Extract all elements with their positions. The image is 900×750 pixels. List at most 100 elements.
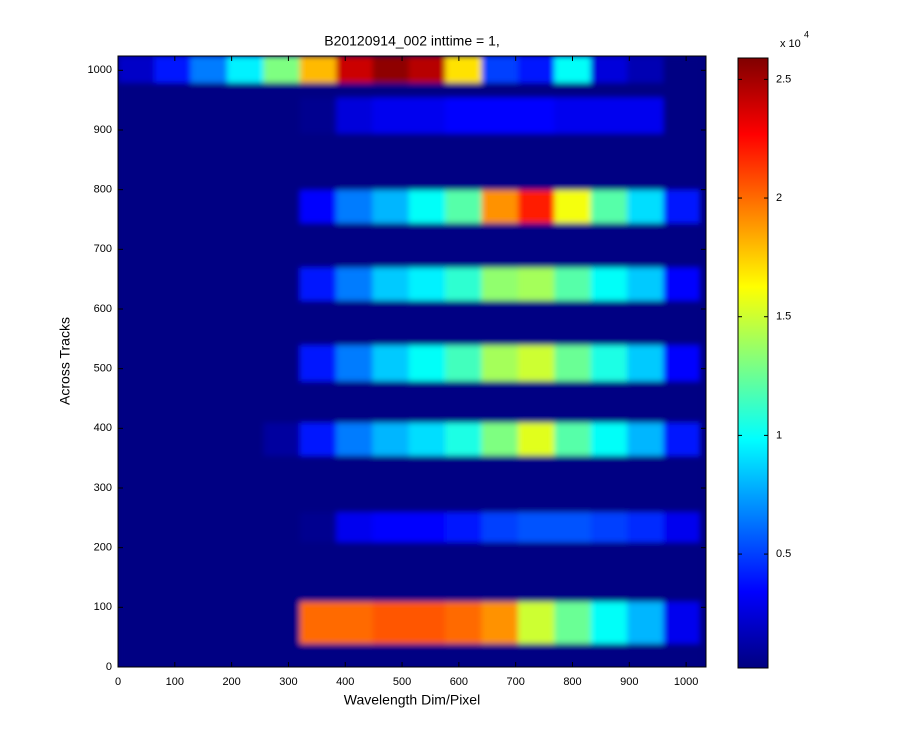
heatmap-cell [517,422,555,456]
y-axis-label: Across Tracks [57,317,73,405]
heatmap-cell [517,300,555,346]
heatmap-cell [263,189,301,223]
heatmap-cell [663,601,701,644]
heatmap-cell [517,541,555,602]
heatmap-cell [481,132,519,191]
heatmap-cell [663,643,701,667]
heatmap-cell [154,82,192,98]
heatmap-cell [627,267,664,301]
heatmap-cell [408,601,446,644]
heatmap-cell [481,380,519,423]
heatmap-cell [263,601,301,644]
heatmap-cell [663,97,701,134]
heatmap-cell [554,601,592,644]
heatmap-cell [554,455,592,513]
heatmap-cell [554,511,592,543]
heatmap-cell [227,222,264,268]
heatmap-cell [481,601,519,644]
heatmap-cell [408,82,446,98]
heatmap-cell [118,344,155,382]
heatmap-cell [263,300,301,346]
heatmap-cell [336,82,374,98]
heatmap-cell [299,601,337,644]
heatmap-cell [336,380,374,423]
y-tick-label: 500 [94,363,112,375]
heatmap-cell [190,511,228,543]
heatmap-cell [408,97,446,134]
heatmap-cell [154,189,192,223]
heatmap-cell [517,56,555,83]
heatmap-cell [372,511,410,543]
x-tick-label: 100 [166,676,184,688]
heatmap-cell [590,222,628,268]
heatmap-cell [408,300,446,346]
heatmap-cell [663,267,701,301]
heatmap-cell [408,56,446,83]
y-tick-label: 800 [94,184,112,196]
heatmap-cell [590,601,628,644]
heatmap-cell [372,380,410,423]
heatmap-cell [481,56,519,83]
x-tick-label: 800 [563,676,581,688]
heatmap-cell [190,82,228,98]
heatmap-cell [190,222,228,268]
x-tick-label: 500 [393,676,411,688]
heatmap-cell [481,97,519,134]
heatmap-cell [227,267,264,301]
heatmap-cell [627,189,664,223]
heatmap-cell [481,300,519,346]
heatmap-cell [190,541,228,602]
heatmap-cell [118,97,155,134]
heatmap-cell [118,189,155,223]
heatmap-cell [627,643,664,667]
heatmap-cell [408,455,446,513]
heatmap-cell [554,222,592,268]
heatmap-cell [190,380,228,423]
heatmap-cell [118,300,155,346]
heatmap-cell [190,189,228,223]
heatmap-cell [118,422,155,456]
heatmap-cell [154,267,192,301]
heatmap-cell [663,455,701,513]
heatmap-cell [554,300,592,346]
heatmap-cell [299,643,337,667]
heatmap-cell [299,380,337,423]
heatmap-cell [118,132,155,191]
heatmap-cell [263,132,301,191]
heatmap-cell [590,189,628,223]
y-tick-label: 200 [94,542,112,554]
x-tick-label: 700 [507,676,525,688]
heatmap-cell [408,380,446,423]
heatmap-cell [445,422,483,456]
heatmap-cell [299,97,337,134]
x-tick-label: 0 [115,676,121,688]
heatmap-cell [299,344,337,382]
heatmap-cell [372,222,410,268]
heatmap-cell [408,132,446,191]
heatmap-cell [481,189,519,223]
y-tick-label: 700 [94,243,112,255]
heatmap-cell [627,222,664,268]
heatmap-cell [118,267,155,301]
heatmap-cell [663,82,701,98]
heatmap-cell [481,541,519,602]
heatmap-cell [190,601,228,644]
heatmap-cell [372,643,410,667]
y-tick-label: 100 [94,601,112,613]
x-tick-label: 300 [279,676,297,688]
heatmap-cell [408,344,446,382]
heatmap-cell [154,344,192,382]
heatmap-cell [154,380,192,423]
heatmap-cell [372,97,410,134]
heatmap-cell [336,267,374,301]
heatmap-cell [590,56,628,83]
heatmap-cell [445,300,483,346]
heatmap-cell [554,267,592,301]
heatmap-cell [154,300,192,346]
y-tick-label: 1000 [88,64,112,76]
heatmap-cell [445,189,483,223]
heatmap-cell [554,380,592,423]
heatmap-cell [517,97,555,134]
heatmap-cell [227,380,264,423]
heatmap-cell [299,222,337,268]
